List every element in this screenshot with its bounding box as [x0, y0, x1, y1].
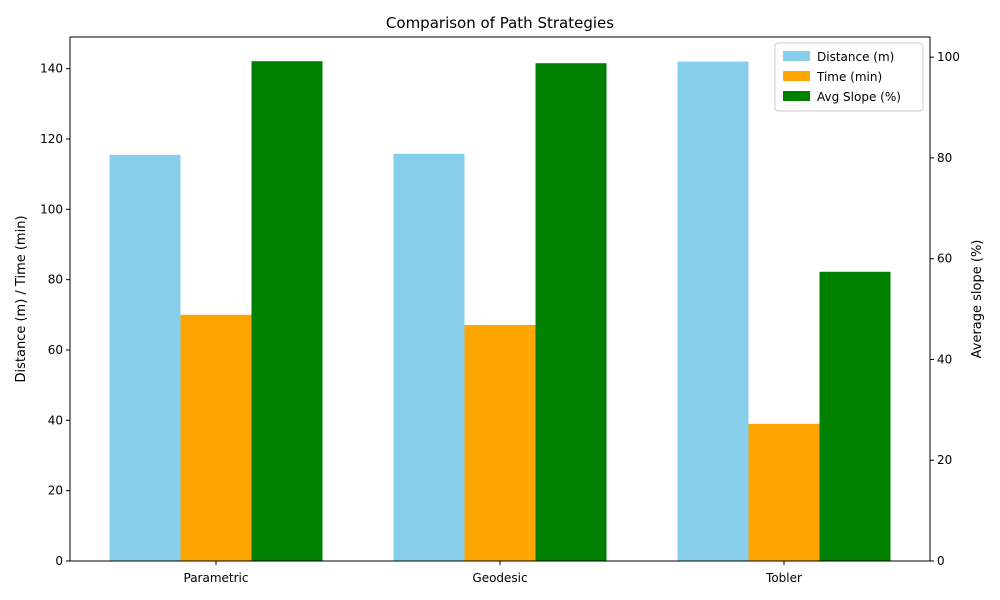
left-y-axis: 0 20 40 60 80 100 120 140: [40, 62, 70, 568]
left-tick-label: 60: [48, 343, 63, 357]
bar-1-0: [180, 314, 252, 561]
bars-group: [109, 61, 891, 562]
bar-2-2: [819, 271, 891, 561]
left-tick-label: 120: [40, 132, 63, 146]
left-tick-label: 100: [40, 202, 63, 216]
legend-swatch: [783, 71, 810, 81]
bar-0-2: [677, 61, 749, 561]
right-tick-label: 40: [937, 352, 952, 366]
left-tick-label: 20: [48, 484, 63, 498]
left-tick-label: 80: [48, 273, 63, 287]
left-tick-label: 40: [48, 413, 63, 427]
x-tick-label: Geodesic: [472, 571, 527, 585]
plot-frame: [69, 36, 931, 562]
right-tick-label: 100: [937, 50, 960, 64]
legend-label: Avg Slope (%): [817, 90, 901, 104]
bar-0-1: [393, 153, 465, 561]
bar-1-2: [748, 423, 820, 561]
bar-1-1: [464, 325, 536, 561]
bar-0-0: [109, 154, 181, 562]
legend: Distance (m) Time (min) Avg Slope (%): [774, 42, 924, 112]
right-tick-label: 80: [937, 151, 952, 165]
legend-swatch: [783, 91, 810, 101]
bar-2-0: [251, 61, 323, 561]
x-axis: Parametric Geodesic Tobler: [184, 561, 802, 585]
right-tick-label: 0: [937, 554, 945, 568]
x-tick-label: Tobler: [765, 571, 802, 585]
legend-box: [774, 42, 924, 112]
left-tick-label: 140: [40, 62, 63, 76]
legend-label: Distance (m): [817, 50, 894, 64]
legend-swatch: [783, 51, 810, 61]
right-tick-label: 60: [937, 252, 952, 266]
left-tick-label: 0: [55, 554, 63, 568]
right-y-axis-label: Average slope (%): [970, 240, 985, 359]
right-y-axis: 0 20 40 60 80 100: [930, 50, 960, 568]
left-y-axis-label: Distance (m) / Time (min): [14, 215, 29, 382]
chart-title: Comparison of Path Strategies: [386, 14, 614, 32]
right-tick-label: 20: [937, 453, 952, 467]
x-tick-label: Parametric: [184, 571, 249, 585]
bar-2-1: [535, 63, 607, 561]
legend-label: Time (min): [816, 70, 882, 84]
